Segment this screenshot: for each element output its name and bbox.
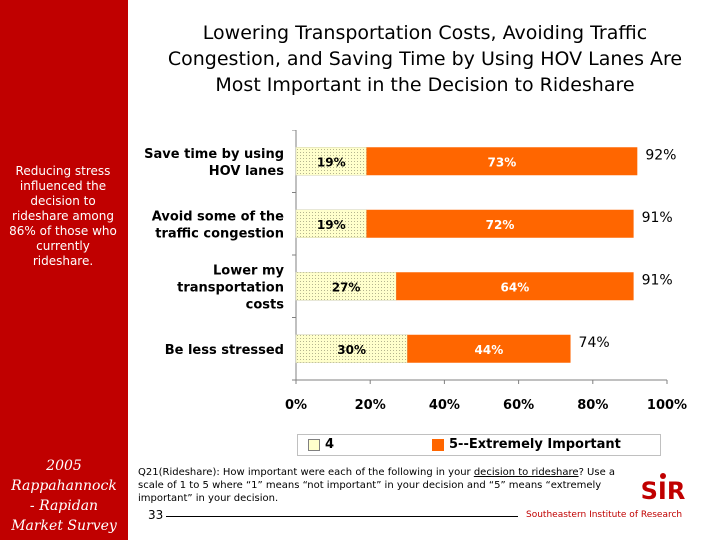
x-tick-label: 0% (285, 398, 307, 413)
bar-segment-4 (295, 147, 367, 176)
sir-logo-dot (660, 473, 666, 479)
category-label: Avoid some of the (152, 209, 284, 224)
slide-title-line2: Congestion, and Saving Time by Using HOV… (167, 48, 683, 70)
legend-label-4: 4 (325, 437, 335, 452)
data-label-5: 73% (488, 155, 517, 169)
category-label: Save time by using (144, 147, 284, 162)
x-tick-label: 40% (429, 398, 460, 413)
survey-year: 2005 (46, 458, 82, 474)
footer-divider (166, 516, 518, 517)
category-label: traffic congestion (155, 226, 284, 241)
org-name: Southeastern Institute of Research (526, 510, 683, 520)
sir-logo-text: SIR (641, 477, 686, 505)
data-label-4: 19% (317, 218, 346, 232)
sir-logo: SIR (641, 473, 686, 505)
slide-title-line3: Most Important in the Decision to Ridesh… (215, 74, 635, 96)
footnote-text-1: Q21(Rideshare): How important were each … (138, 467, 474, 478)
legend-swatch-4 (308, 439, 320, 451)
x-tick-label: 100% (647, 398, 687, 413)
category-label: costs (246, 297, 285, 312)
bar-segment-5 (366, 209, 634, 238)
data-label-5: 64% (501, 280, 530, 294)
data-label-4: 19% (317, 155, 346, 169)
total-label: 91% (642, 272, 673, 288)
survey-name-line3: - Rapidan (29, 498, 99, 514)
survey-name: 2005 Rappahannock - Rapidan Market Surve… (4, 456, 124, 536)
data-label-4: 30% (337, 343, 366, 357)
bar-segment-5 (366, 147, 638, 176)
total-label: 91% (642, 210, 673, 226)
total-label: 74% (579, 335, 610, 351)
legend-label-5: 5--Extremely Important (449, 437, 621, 452)
x-tick-label: 80% (577, 398, 608, 413)
legend-item-5: 5--Extremely Important (432, 438, 621, 452)
x-tick-label: 60% (503, 398, 534, 413)
category-label: transportation (177, 280, 284, 295)
footnote-link: decision to rideshare (473, 467, 579, 478)
stacked-bar-chart: 0% 20% 40% 60% 80% 100% Save time by using HOV … (144, 130, 687, 413)
legend-swatch-5 (432, 439, 444, 451)
footnote-text-2: ? Use a scale of 1 to 5 where “1” means … (138, 467, 616, 504)
slide-title: Lowering Transportation Costs, Avoiding … (150, 20, 700, 98)
bar-segment-4 (295, 209, 367, 238)
x-tick-label: 20% (355, 398, 386, 413)
sidebar-note: Reducing stress influenced the decision … (9, 164, 117, 268)
bar-segment-5 (396, 272, 634, 301)
page-number: 33 (148, 508, 164, 522)
bar-segment-4 (295, 272, 397, 301)
data-label-5: 72% (486, 218, 515, 232)
bar-segment-5 (407, 334, 571, 363)
question-footnote: Q21(Rideshare): How important were each … (138, 466, 618, 505)
sidebar-panel: Reducing stress influenced the decision … (0, 0, 128, 540)
bar-segment-4 (295, 334, 408, 363)
total-label: 92% (645, 147, 676, 163)
slide-title-line1: Lowering Transportation Costs, Avoiding … (202, 22, 648, 44)
survey-name-line2: Rappahannock (11, 478, 117, 494)
data-label-4: 27% (332, 280, 361, 294)
data-label-5: 44% (475, 343, 504, 357)
legend-item-4: 4 (308, 438, 334, 452)
survey-name-line4: Market Survey (11, 518, 117, 534)
category-label: Be less stressed (165, 343, 284, 358)
category-label: HOV lanes (209, 164, 284, 179)
chart-legend: 4 5--Extremely Important (297, 434, 661, 456)
category-label: Lower my (213, 263, 285, 278)
